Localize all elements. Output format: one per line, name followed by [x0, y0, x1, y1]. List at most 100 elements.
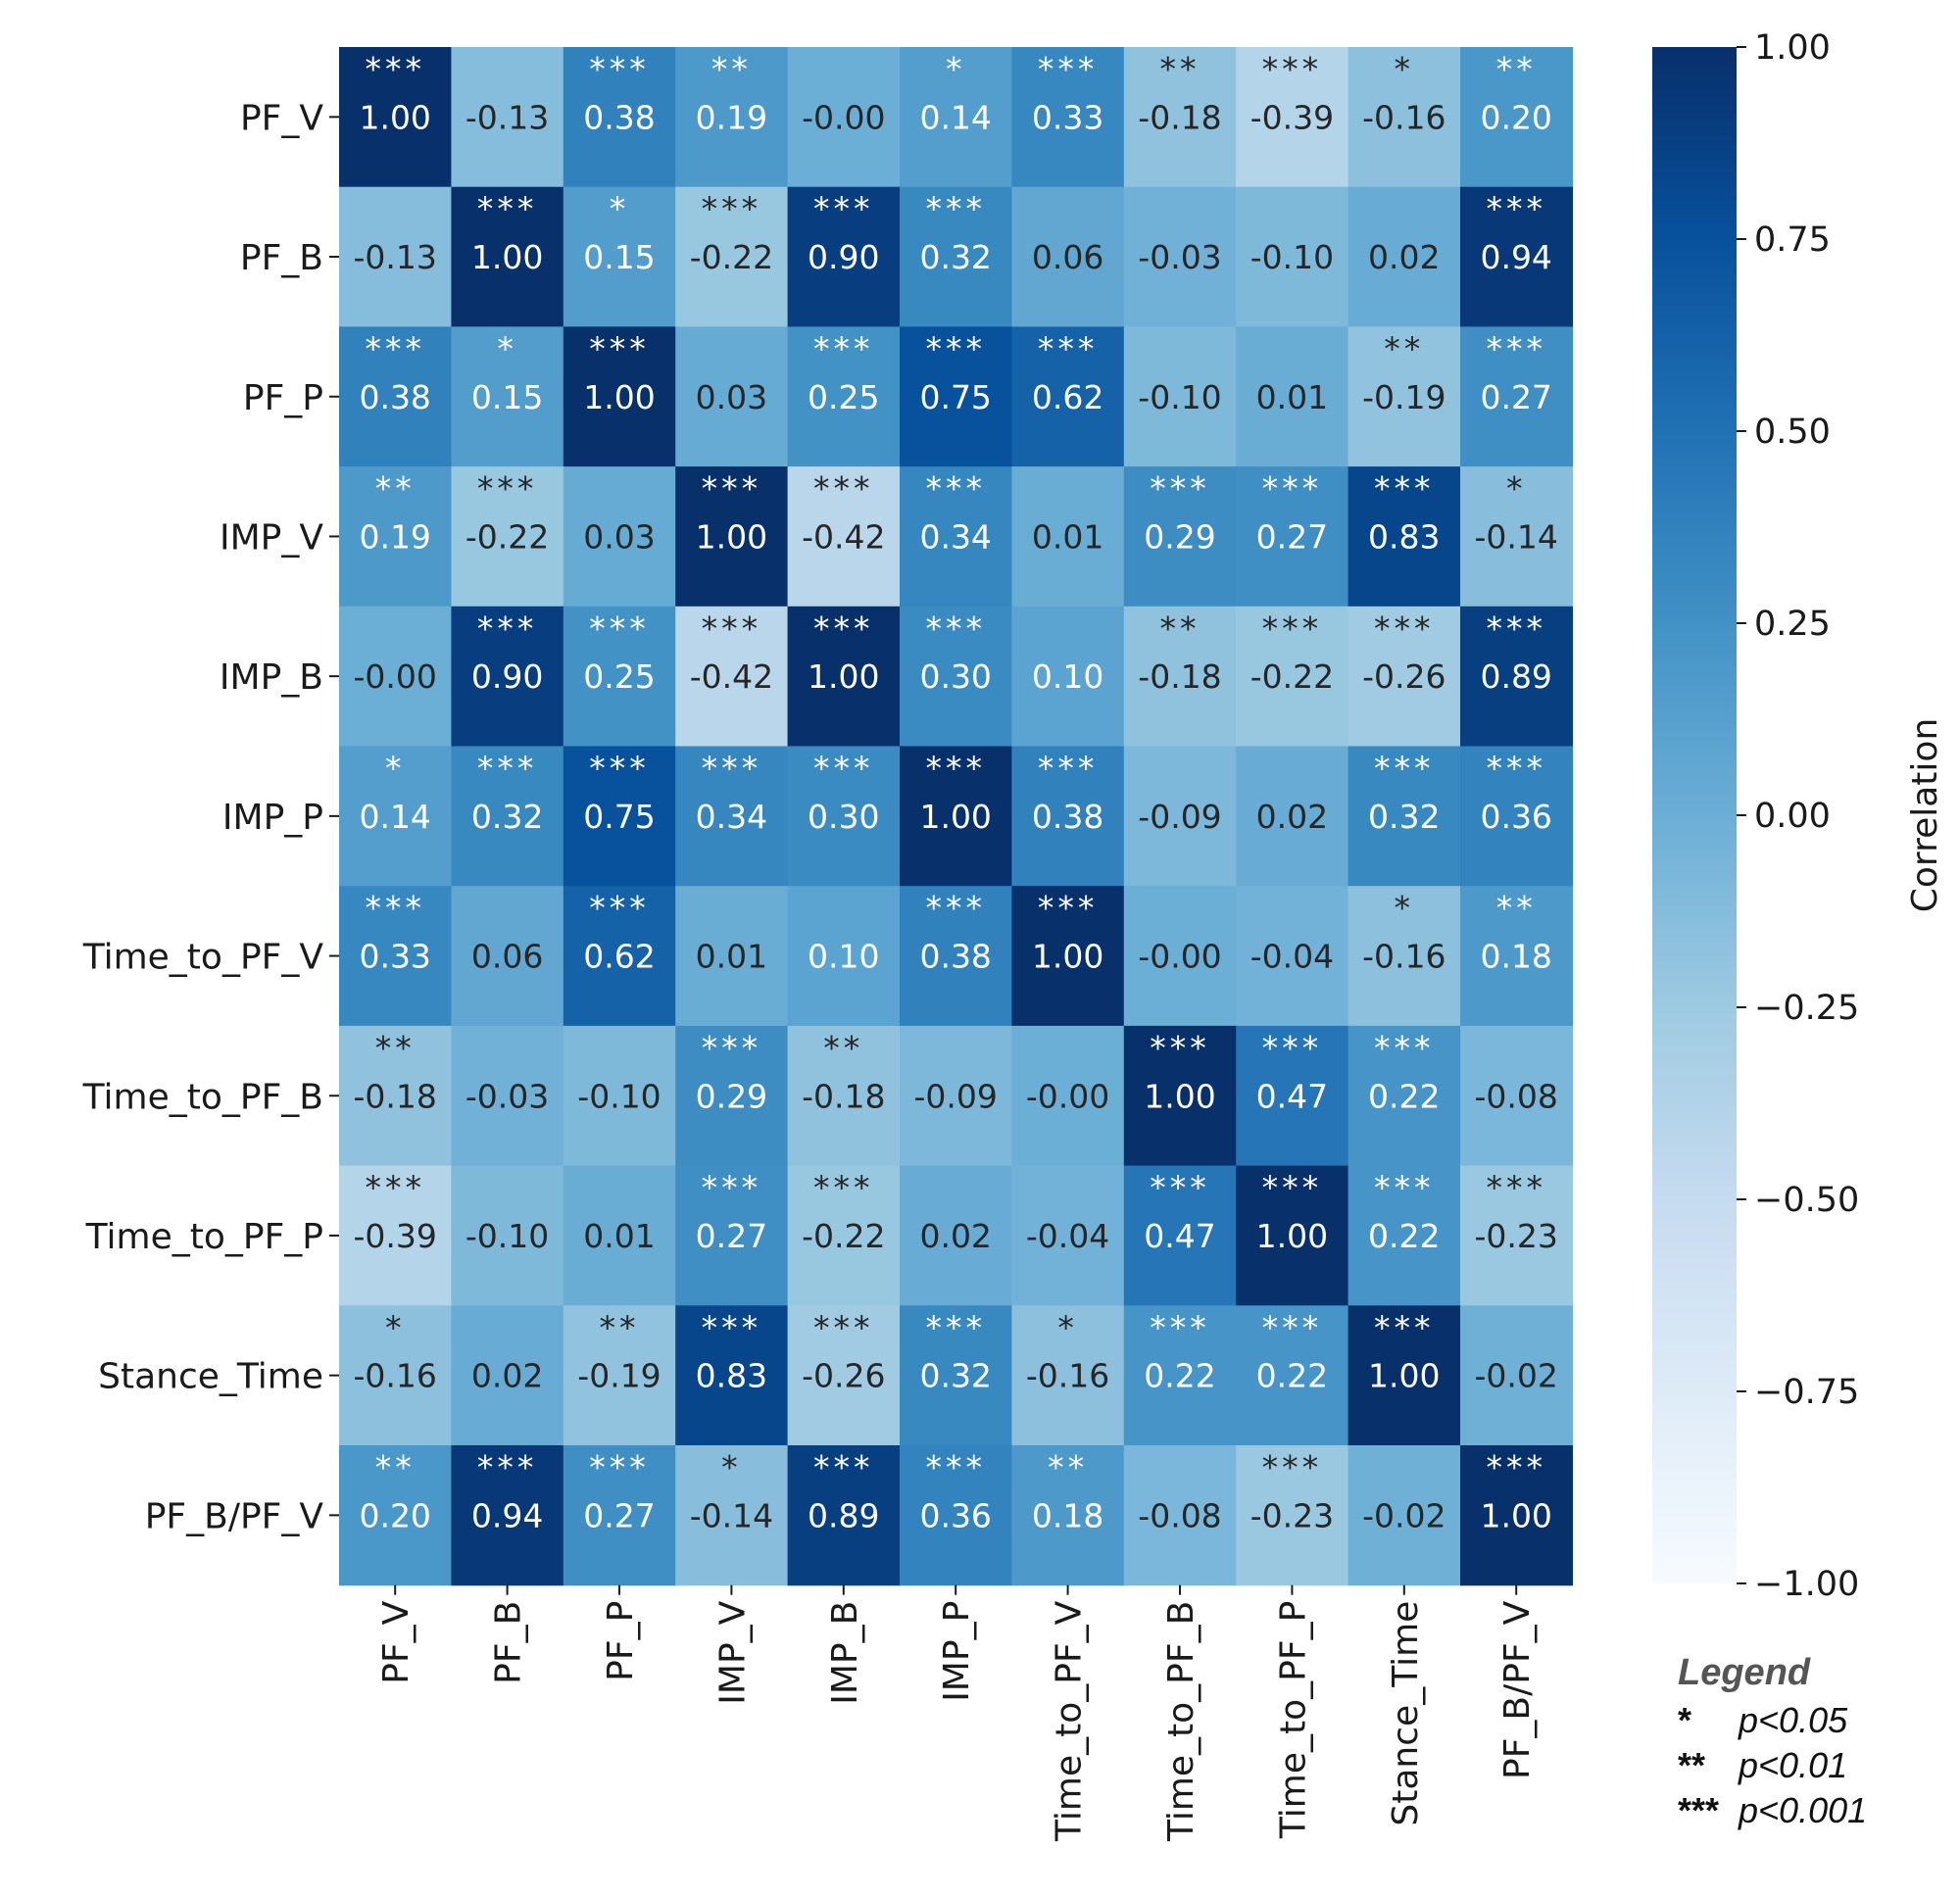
cell-value-label: 0.14 — [919, 98, 991, 136]
cell-value-label: 0.32 — [1368, 798, 1440, 836]
cell-value-label: 0.19 — [696, 98, 767, 136]
heatmap-cell — [900, 886, 1012, 1027]
heatmap-cell — [900, 1025, 1012, 1167]
y-tick-label: IMP_B — [220, 657, 323, 698]
heatmap-cell — [451, 47, 564, 188]
cell-significance-marker: *** — [1374, 750, 1435, 788]
heatmap-cell — [675, 326, 789, 467]
heatmap-cell — [675, 746, 789, 887]
cell-value-label: 0.01 — [696, 938, 767, 976]
heatmap-cell — [1348, 1025, 1461, 1167]
y-tick-label: PF_B — [240, 238, 323, 278]
cell-value-label: -0.00 — [802, 98, 885, 136]
heatmap-cell — [1348, 47, 1461, 188]
cell-value-label: 1.00 — [583, 378, 655, 416]
significance-legend: Legend * p<0.05 ** p<0.01 *** p<0.001 — [1678, 1652, 1952, 1833]
x-tick-label: Time_to_PF_V — [1050, 1600, 1090, 1842]
heatmap-cell — [339, 1165, 452, 1306]
cell-value-label: -0.16 — [1026, 1357, 1109, 1395]
heatmap-significance-markers: *** *** ** * *** ** *** * ***** * *** *** *** ****** *… — [365, 50, 1542, 1486]
heatmap-cell — [787, 326, 901, 467]
cell-value-label: -0.18 — [802, 1077, 885, 1115]
cell-value-label: -0.18 — [1138, 657, 1221, 696]
cell-significance-marker: *** — [1262, 469, 1323, 508]
cell-significance-marker: *** — [702, 609, 762, 648]
heatmap-cell — [1460, 606, 1573, 748]
heatmap-cell — [900, 1305, 1012, 1446]
heatmap-cell — [787, 886, 901, 1027]
cell-significance-marker: *** — [702, 190, 762, 228]
cell-significance-marker: *** — [1038, 329, 1099, 367]
cell-value-label: 1.00 — [1480, 1496, 1551, 1534]
cell-significance-marker: *** — [477, 469, 538, 508]
cell-significance-marker: *** — [1038, 750, 1099, 788]
heatmap-cell — [787, 186, 901, 327]
cell-value-label: -0.16 — [1362, 938, 1446, 976]
x-tick-label: IMP_P — [937, 1601, 977, 1702]
heatmap-cell — [1348, 326, 1461, 467]
cell-value-label: 0.15 — [583, 238, 655, 276]
heatmap-cell — [1460, 186, 1573, 327]
cell-value-label: -0.22 — [690, 238, 773, 276]
legend-entry: * p<0.05 — [1678, 1698, 1952, 1743]
cell-value-label: 0.22 — [1368, 1077, 1440, 1115]
cell-value-label: 0.94 — [1480, 238, 1551, 276]
cell-value-label: 0.36 — [919, 1496, 991, 1534]
cell-significance-marker: *** — [1374, 1308, 1435, 1346]
cell-significance-marker: *** — [365, 329, 425, 367]
cell-value-label: 0.02 — [1256, 798, 1328, 836]
cell-value-label: 0.27 — [696, 1217, 767, 1255]
cell-value-label: 0.34 — [919, 517, 991, 556]
cell-value-label: 0.33 — [359, 938, 430, 976]
cell-significance-marker: *** — [589, 609, 650, 648]
legend-stars: * — [1678, 1700, 1692, 1740]
heatmap-cell — [1348, 606, 1461, 748]
cell-value-label: -0.23 — [1250, 1496, 1334, 1534]
cell-significance-marker: *** — [365, 889, 425, 927]
heatmap-cell — [1011, 1305, 1125, 1446]
heatmap-cell — [1236, 186, 1349, 327]
cell-value-label: -0.23 — [1475, 1217, 1558, 1255]
heatmap-cell — [1123, 466, 1237, 608]
cell-value-label: 0.32 — [919, 1357, 991, 1395]
heatmap-cell — [339, 186, 452, 327]
cell-value-label: 0.22 — [1256, 1357, 1328, 1395]
heatmap-cell — [1348, 886, 1461, 1027]
colorbar-tick-label: 0.50 — [1754, 413, 1831, 452]
heatmap-cell — [339, 326, 452, 467]
x-tick-label: Time_to_PF_B — [1161, 1601, 1201, 1842]
heatmap-cell — [787, 1165, 901, 1306]
x-tick-label: PF_V — [376, 1600, 416, 1683]
heatmap-cell — [1123, 886, 1237, 1027]
cell-value-label: -0.04 — [1250, 938, 1334, 976]
cell-significance-marker: * — [1057, 1308, 1078, 1346]
heatmap-cell — [1460, 746, 1573, 887]
cell-significance-marker: *** — [477, 1448, 538, 1486]
cell-value-label: -0.04 — [1026, 1217, 1109, 1255]
heatmap-cell — [563, 326, 676, 467]
heatmap-cell — [1011, 1445, 1125, 1586]
cell-significance-marker: *** — [813, 609, 874, 648]
heatmap-cell — [1460, 326, 1573, 467]
heatmap-cell — [1460, 1305, 1573, 1446]
cell-value-label: -0.14 — [690, 1496, 773, 1534]
cell-significance-marker: *** — [1262, 1448, 1323, 1486]
heatmap-cell — [900, 1165, 1012, 1306]
cell-value-label: -0.13 — [354, 238, 437, 276]
cell-value-label: -0.02 — [1362, 1496, 1446, 1534]
cell-significance-marker: ** — [1160, 50, 1200, 88]
cell-value-label: 0.38 — [583, 98, 655, 136]
heatmap-cell — [675, 1165, 789, 1306]
heatmap-cell — [900, 47, 1012, 188]
cell-value-label: 0.15 — [471, 378, 543, 416]
cell-value-label: -0.02 — [1475, 1357, 1558, 1395]
cell-value-label: -0.09 — [914, 1077, 998, 1115]
heatmap-cell — [1011, 466, 1125, 608]
heatmap-cell — [900, 746, 1012, 887]
cell-significance-marker: * — [1395, 889, 1415, 927]
heatmap-cell — [339, 886, 452, 1027]
cell-value-label: 0.02 — [1368, 238, 1440, 276]
cell-significance-marker: ** — [823, 1029, 863, 1067]
cell-significance-marker: * — [1506, 469, 1527, 508]
x-tick-label: Time_to_PF_P — [1273, 1601, 1313, 1839]
